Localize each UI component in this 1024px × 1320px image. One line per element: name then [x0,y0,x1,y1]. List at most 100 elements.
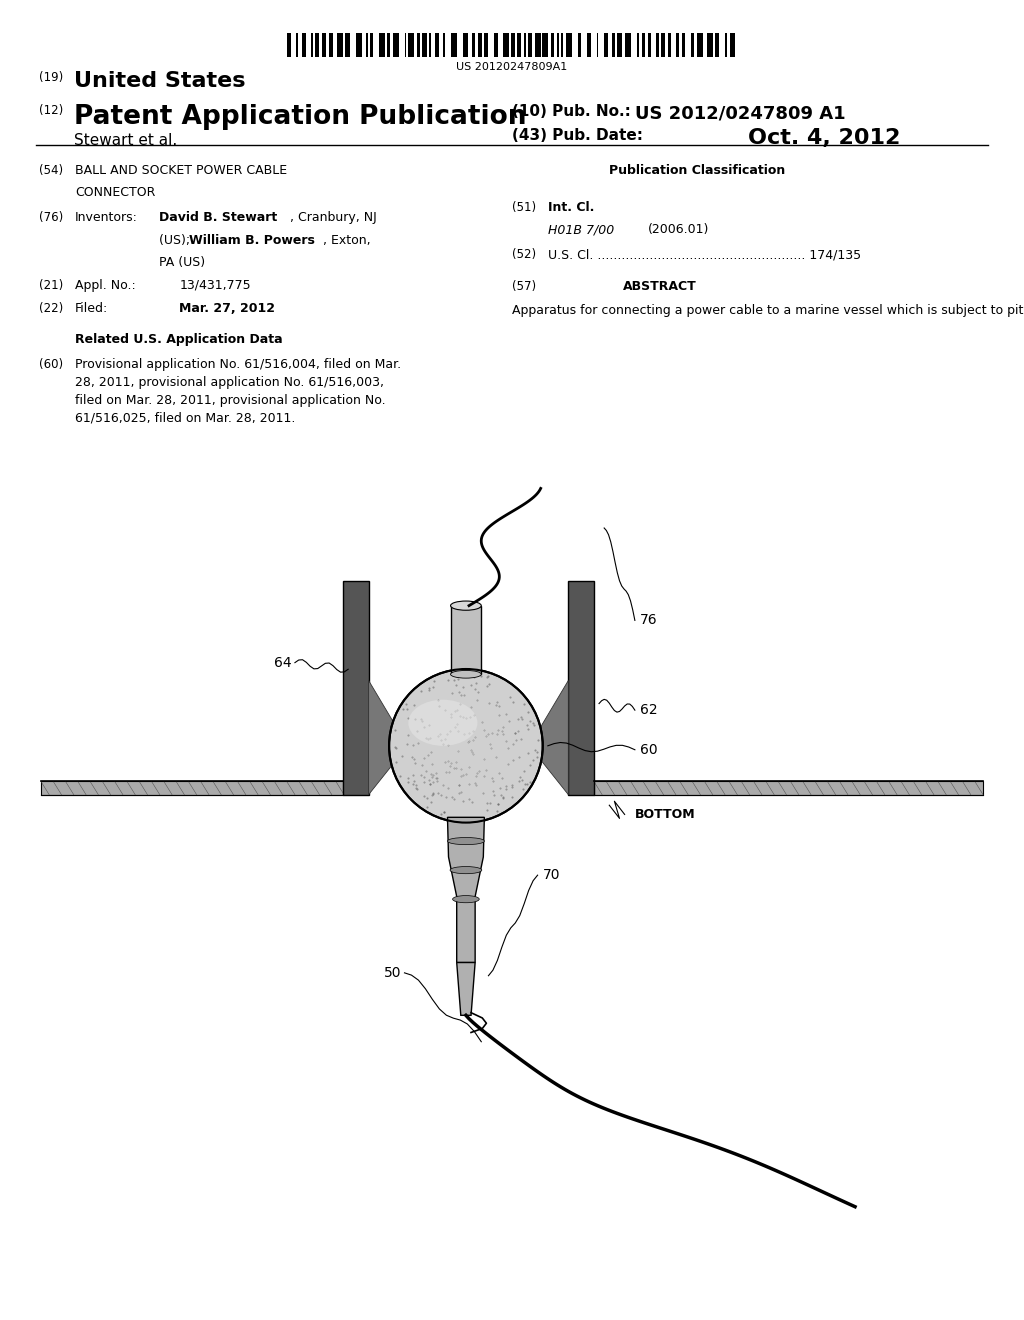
Bar [662,33,665,57]
Bar [730,33,735,57]
Text: (52): (52) [512,248,537,261]
Text: (76): (76) [39,211,63,224]
Text: (2006.01): (2006.01) [648,223,710,236]
Bar [452,33,457,57]
Text: US 2012/0247809 A1: US 2012/0247809 A1 [635,104,846,123]
Polygon shape [457,962,475,1015]
Bar [616,33,623,57]
Text: H01B 7/00: H01B 7/00 [548,223,614,236]
Bar [566,33,571,57]
Bar [551,33,554,57]
Bar [315,33,319,57]
Text: , Cranbury, NJ: , Cranbury, NJ [290,211,377,224]
Text: , Exton,: , Exton, [323,234,371,247]
Ellipse shape [389,669,543,822]
Text: (43) Pub. Date:: (43) Pub. Date: [512,128,643,143]
Bar [429,33,431,57]
Bar [417,33,420,57]
Bar [682,33,685,57]
Text: (22): (22) [39,302,63,315]
Text: (US);: (US); [159,234,194,247]
Bar [472,33,475,57]
Bar [409,33,414,57]
Text: (19): (19) [39,71,63,84]
Bar [597,33,598,57]
Bar [543,33,548,57]
Bar [345,33,350,57]
Bar [578,33,582,57]
Text: William B. Powers: William B. Powers [189,234,315,247]
Text: (12): (12) [39,104,63,117]
Bar [494,33,498,57]
Polygon shape [529,681,568,795]
Text: United States: United States [74,71,245,91]
Bar [287,33,291,57]
Text: 64: 64 [274,656,292,669]
Bar [528,33,531,57]
Bar [322,33,326,57]
Text: Int. Cl.: Int. Cl. [548,201,594,214]
Bar [648,33,651,57]
Text: Filed:: Filed: [75,302,108,315]
Bar [371,33,373,57]
Bar [691,33,693,57]
Bar [504,33,509,57]
Text: Publication Classification: Publication Classification [609,164,785,177]
Text: 62: 62 [640,704,657,717]
Text: CONNECTOR: CONNECTOR [75,186,155,199]
Bar [296,33,298,57]
Bar [668,33,671,57]
Bar [637,33,639,57]
Bar [337,33,343,57]
Bar [330,33,333,57]
Ellipse shape [451,866,482,874]
Bar [611,33,614,57]
Bar [451,606,481,675]
Bar [524,33,526,57]
Bar [393,33,399,57]
Bar [302,33,306,57]
Bar [478,33,481,57]
Ellipse shape [451,671,481,678]
Bar [677,33,679,57]
Bar [422,33,427,57]
Text: (10) Pub. No.:: (10) Pub. No.: [512,104,631,119]
Text: 76: 76 [640,614,657,627]
Text: Provisional application No. 61/516,004, filed on Mar.
28, 2011, provisional appl: Provisional application No. 61/516,004, … [75,358,400,425]
Bar [379,33,385,57]
Bar [517,33,520,57]
Text: Apparatus for connecting a power cable to a marine vessel which is subject to pi: Apparatus for connecting a power cable t… [512,304,1024,317]
Bar [697,33,703,57]
Bar [366,33,369,57]
Text: (54): (54) [39,164,63,177]
Bar [557,33,558,57]
Text: 50: 50 [384,966,401,979]
Bar [404,33,407,57]
Text: (60): (60) [39,358,63,371]
Bar [356,33,361,57]
Text: ABSTRACT: ABSTRACT [623,280,696,293]
Text: 13/431,775: 13/431,775 [179,279,251,292]
Text: BALL AND SOCKET POWER CABLE: BALL AND SOCKET POWER CABLE [75,164,287,177]
Bar [587,33,591,57]
Bar [484,33,488,57]
Text: 60: 60 [640,743,657,756]
Text: (57): (57) [512,280,537,293]
Bar [716,33,719,57]
Text: Inventors:: Inventors: [75,211,137,224]
Ellipse shape [447,837,484,845]
Text: US 20120247809A1: US 20120247809A1 [457,62,567,73]
Bar [625,33,631,57]
Polygon shape [369,681,408,795]
Text: Mar. 27, 2012: Mar. 27, 2012 [179,302,275,315]
Bar [535,33,541,57]
Text: Oct. 4, 2012: Oct. 4, 2012 [748,128,900,148]
Text: BOTTOM: BOTTOM [635,808,695,821]
Text: David B. Stewart: David B. Stewart [159,211,276,224]
Text: 70: 70 [543,869,560,882]
Bar [561,33,563,57]
Bar [387,33,390,57]
Bar [604,33,608,57]
Bar [725,33,727,57]
Bar [656,33,659,57]
